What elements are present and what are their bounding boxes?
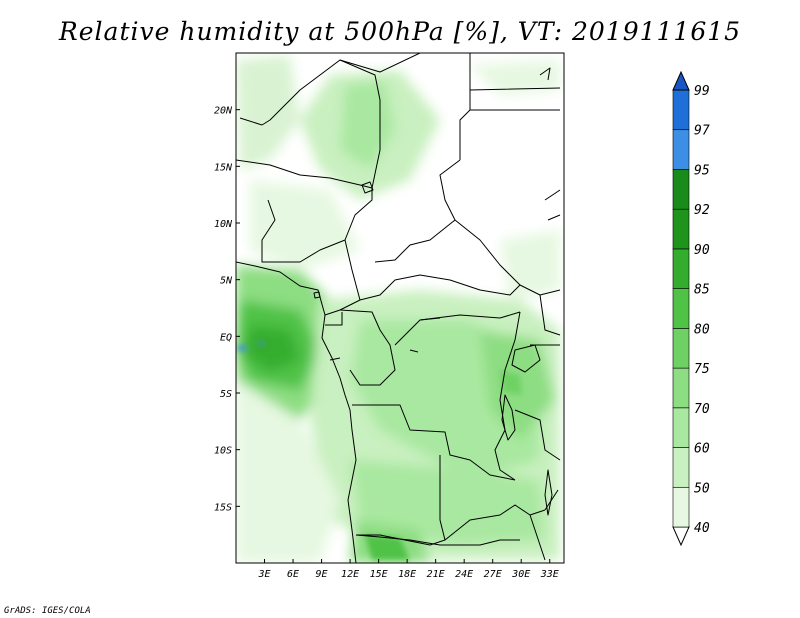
political-borders [236, 53, 561, 563]
colorbar-label: 80 [694, 322, 710, 337]
colorbar-label: 60 [694, 442, 710, 457]
lake-victoria [511, 344, 541, 373]
colorbar-lower-triangle [672, 526, 690, 547]
border-sudan-east [469, 87, 561, 111]
shade-blue-spot-2 [258, 342, 264, 345]
lat-tick-label: 5S [220, 389, 232, 400]
humidity-shading [236, 55, 560, 563]
lon-tick-label: 6E [287, 569, 299, 580]
bioko-island [313, 291, 321, 299]
lon-tick-label: 21E [427, 569, 445, 580]
colorbar-label: 40 [694, 521, 710, 536]
gabon-border [325, 312, 343, 326]
border-zambia [444, 504, 546, 541]
colorbar-segment [672, 367, 690, 409]
lon-tick-label: 24E [455, 569, 473, 580]
map-title: Relative humidity at 500hPa [%], VT: 201… [58, 17, 741, 46]
colorbar-segment [672, 407, 690, 448]
border-libya-egypt [459, 53, 471, 160]
lat-tick-label: 5N [220, 276, 233, 287]
colorbar-label: 90 [694, 243, 710, 258]
colorbar-label: 85 [694, 283, 710, 298]
lon-tick-label: 33E [540, 569, 559, 580]
lat-tick-label: 15S [214, 502, 232, 513]
colorbar-label: 99 [694, 84, 710, 99]
shade-gulf-darkcore [245, 325, 300, 372]
angola-namibia [355, 534, 520, 546]
border-algeria [239, 117, 263, 126]
map-frame [235, 52, 565, 564]
border-car [359, 274, 521, 301]
lat-tick-label: 20N [214, 106, 233, 117]
border-chad-sudan [374, 159, 461, 263]
lon-tick-label: 15E [370, 569, 388, 580]
shade-atlantic-south [236, 380, 340, 563]
colorbar-segment [672, 486, 690, 528]
colorbar-segment [672, 129, 690, 170]
coastline-west-africa [236, 261, 357, 563]
border-nigeria [261, 188, 373, 263]
lake-malawi [544, 469, 553, 516]
colorbar-segment [672, 248, 690, 289]
colorbar-segment [672, 288, 690, 329]
shade-blue-spot [238, 345, 247, 351]
shade-north-east [470, 60, 560, 95]
lake-chad [361, 181, 374, 194]
map-panel: 3E 6E 9E 12E 15E 18E 21E 24E 27E 30E 33E 20N 15N 10N… [214, 52, 565, 580]
lon-tick-label: 9E [316, 569, 328, 580]
colorbar: 40 50 60 70 75 80 85 90 92 95 97 99 [672, 70, 710, 547]
colorbar-segment [672, 447, 690, 488]
congo-river [329, 317, 441, 361]
border-angola-zambia [356, 455, 446, 546]
lat-tick-label: 10N [214, 219, 233, 230]
lon-tick-label: 30E [511, 569, 530, 580]
lon-tick-label: 27E [484, 569, 502, 580]
colorbar-segment [672, 208, 690, 250]
latitude-axis: 20N 15N 10N 5N EQ 5S 10S 15S [214, 106, 240, 513]
shade-north-west [236, 55, 300, 170]
lon-tick-label: 18E [398, 569, 416, 580]
colorbar-label: 50 [694, 481, 710, 496]
colorbar-segment [672, 169, 690, 210]
lat-tick-label: 15N [214, 162, 233, 173]
colorbar-segment [672, 328, 690, 369]
colorbar-label: 70 [694, 402, 710, 417]
colorbar-label: 95 [694, 163, 710, 178]
colorbar-segment [672, 89, 690, 131]
lake-tanganyika [501, 394, 516, 441]
colorbar-label: 97 [694, 124, 710, 139]
lon-tick-label: 12E [341, 569, 359, 580]
lat-tick-label: EQ [220, 332, 232, 343]
lon-tick-label: 3E [257, 569, 270, 580]
shade-cameroon-north [500, 230, 560, 300]
border-niger-east [261, 59, 381, 189]
shade-chad-lake [250, 180, 360, 270]
shade-lake-region-core [500, 370, 522, 395]
colorbar-label: 92 [694, 203, 710, 218]
shade-north-niger-core [340, 80, 395, 170]
border-angola-drc [352, 404, 516, 481]
shade-angola-core [365, 535, 410, 560]
grads-credit: GrADS: IGES/COLA [4, 606, 91, 616]
border-south-sudan [454, 219, 561, 296]
colorbar-upper-triangle [672, 70, 690, 91]
shade-south-band [350, 460, 545, 545]
border-libya [339, 53, 421, 73]
lat-tick-label: 10S [214, 446, 232, 457]
border-drc-north [394, 311, 521, 346]
longitude-axis: 3E 6E 9E 12E 15E 18E 21E 24E 27E 30E 33E [257, 559, 559, 580]
colorbar-label: 75 [694, 362, 710, 377]
border-congo [339, 309, 396, 386]
red-sea-coast [539, 67, 561, 221]
